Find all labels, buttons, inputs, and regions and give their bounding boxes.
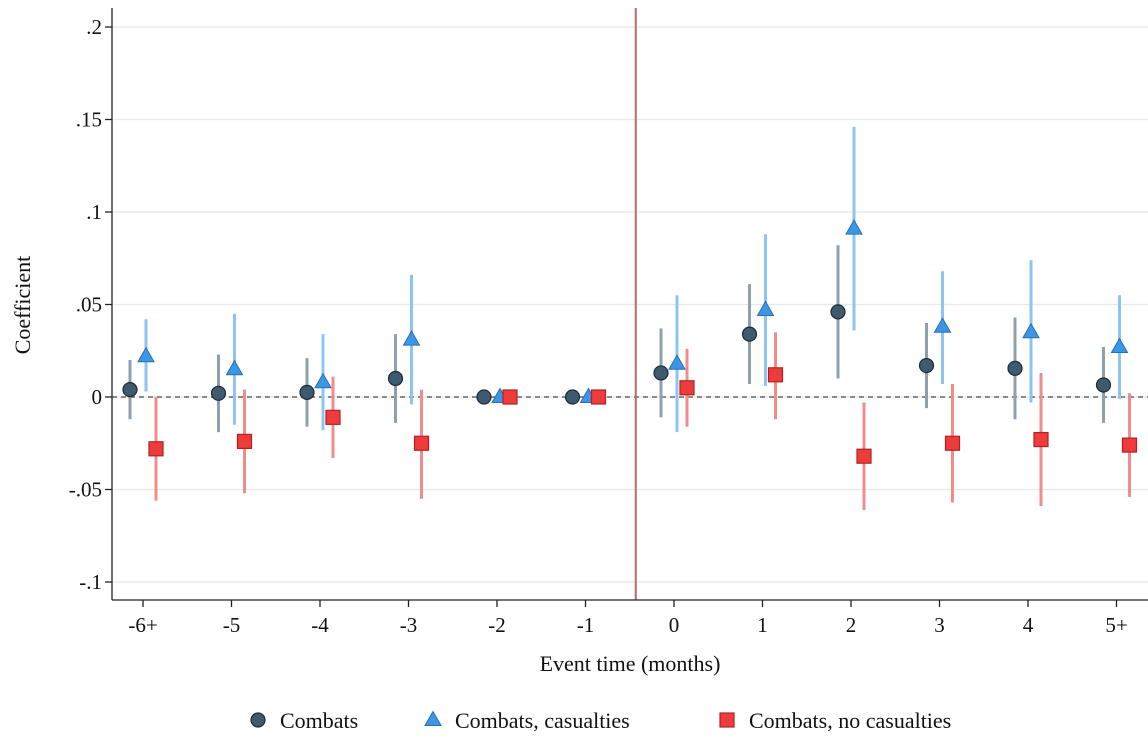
confidence-intervals [128, 126, 1131, 510]
marker-2-9 [944, 435, 961, 451]
marker-0-5 [564, 389, 581, 405]
axes: -.1 -.05 0 .05 .1 .15 .2 -6+ -5 -4 -3 -2 -1 0 1 2 3 4 5+ [69, 8, 1148, 637]
marker-2-8 [856, 448, 872, 464]
marker-0-1 [210, 385, 227, 401]
x-tick-label-5: -1 [577, 613, 595, 637]
legend-label-0: Combats [280, 708, 358, 733]
x-tick-label-3: -3 [400, 613, 418, 637]
marker-2-5 [590, 389, 607, 405]
marker-2-10 [1033, 431, 1049, 448]
x-tick-label-0: -6+ [128, 613, 157, 637]
x-tick-label-4: -2 [488, 613, 506, 637]
marker-1-0 [137, 346, 155, 363]
marker-2-0 [148, 441, 164, 457]
marker-1-7 [756, 300, 775, 317]
x-tick-label-6: 0 [669, 613, 680, 637]
marker-1-9 [933, 317, 952, 333]
marker-2-4 [502, 389, 518, 405]
marker-1-11 [1110, 337, 1129, 354]
y-tick-label-2: 0 [92, 385, 103, 409]
marker-0-6 [653, 365, 669, 381]
marker-0-2 [299, 384, 315, 400]
grid-lines [112, 26, 1148, 583]
x-tick-label-11: 5+ [1105, 613, 1127, 637]
marker-1-3 [402, 330, 421, 346]
y-tick-label-0: -.1 [79, 570, 102, 594]
marker-1-10 [1022, 322, 1040, 339]
marker-2-6 [679, 380, 695, 396]
y-tick-label-6: .2 [86, 15, 102, 39]
legend: Combats Combats, casualties Combats, no ca… [250, 708, 951, 733]
x-tick-label-2: -4 [311, 613, 329, 637]
y-tick-label-1: -.05 [69, 478, 102, 502]
marker-2-7 [767, 367, 784, 383]
legend-marker-1 [424, 710, 442, 726]
marker-0-3 [387, 370, 404, 387]
marker-0-11 [1095, 377, 1112, 393]
marker-0-4 [476, 389, 492, 405]
y-tick-label-3: .05 [76, 293, 102, 317]
y-tick-label-5: .15 [76, 108, 102, 132]
legend-label-2: Combats, no casualties [749, 708, 951, 733]
reference-lines [112, 8, 1148, 600]
x-tick-label-9: 3 [934, 613, 945, 637]
marker-0-10 [1007, 360, 1023, 376]
x-tick-label-7: 1 [757, 613, 768, 637]
point-markers [122, 219, 1138, 464]
marker-0-8 [830, 304, 846, 320]
legend-marker-2 [719, 712, 735, 728]
x-tick-label-10: 4 [1023, 613, 1034, 637]
marker-2-3 [413, 435, 430, 451]
marker-0-0 [122, 382, 138, 398]
marker-2-11 [1121, 437, 1138, 453]
marker-0-7 [741, 326, 758, 342]
marker-1-1 [225, 359, 244, 376]
legend-marker-0 [250, 712, 266, 728]
marker-1-6 [668, 354, 686, 370]
y-tick-label-4: .1 [86, 200, 102, 224]
marker-2-2 [325, 409, 341, 425]
marker-2-1 [236, 433, 253, 449]
x-tick-label-8: 2 [846, 613, 857, 637]
x-axis-title: Event time (months) [540, 651, 721, 676]
marker-1-2 [314, 372, 332, 389]
marker-1-8 [845, 219, 863, 235]
x-tick-label-1: -5 [223, 613, 241, 637]
legend-label-1: Combats, casualties [455, 708, 630, 733]
marker-0-9 [918, 357, 935, 374]
y-axis-title: Coefficient [10, 256, 35, 355]
